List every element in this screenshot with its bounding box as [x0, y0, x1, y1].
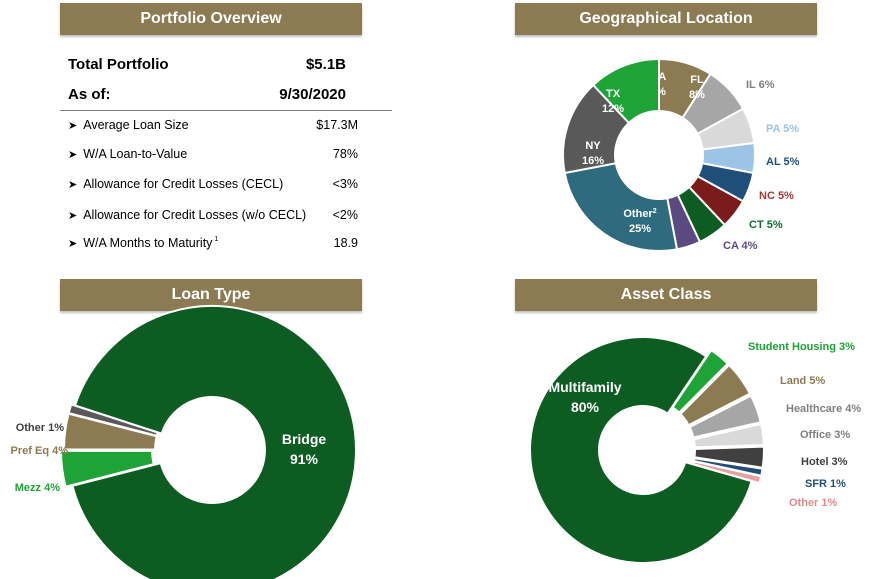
geo-label-fl: FL 8% — [689, 74, 705, 101]
geo-slice-tx — [591, 57, 660, 125]
row-label: Average Loan Size — [83, 118, 189, 132]
allowance-cecl-row: ➤ Allowance for Credit Losses (CECL) <3% — [68, 177, 358, 199]
asset-label-sfr: SFR 1% — [805, 478, 846, 490]
asset-class-header: Asset Class — [515, 279, 817, 311]
geo-label-al: AL 5% — [766, 156, 800, 168]
asset-slice-multifamily — [529, 336, 753, 564]
as-of-value: 9/30/2020 — [279, 86, 346, 103]
geo-label-pa: PA 5% — [766, 123, 799, 135]
as-of-label: As of: — [68, 86, 111, 103]
asset-label-land: Land 5% — [780, 375, 825, 387]
arrow-bullet-icon: ➤ — [68, 179, 78, 191]
row-label: Allowance for Credit Losses (w/o CECL) — [83, 208, 307, 222]
geo-label-ct: CT 5% — [749, 219, 783, 231]
loan-label-pref-eq: Pref Eq 4% — [11, 445, 69, 457]
total-portfolio-value: $5.1B — [305, 56, 346, 73]
loan-label-mezz: Mezz 4% — [15, 482, 60, 494]
row-value: <3% — [332, 177, 358, 191]
loan-slice-mezz — [60, 449, 155, 488]
geo-slice-other — [563, 162, 679, 252]
as-of-row: As of: 9/30/2020 — [68, 86, 346, 108]
asset-slice-student-housing — [671, 348, 730, 415]
row-label: W/A Loan-to-Value — [83, 147, 188, 161]
asset-slice-office — [692, 422, 765, 449]
portfolio-overview-header: Portfolio Overview — [60, 3, 362, 35]
asset-label-hotel: Hotel 3% — [801, 456, 848, 468]
geo-label-ca: CA 4% — [723, 240, 758, 252]
row-value: $17.3M — [316, 118, 358, 132]
row-value: <2% — [332, 208, 358, 222]
wa-months-row: ➤ W/A Months to Maturity 1 18.9 — [68, 236, 358, 258]
asset-label-student-housing: Student Housing 3% — [748, 341, 855, 353]
loan-slice-other — [67, 403, 160, 437]
arrow-bullet-icon: ➤ — [68, 210, 78, 222]
geographical-location-header: Geographical Location — [515, 3, 817, 35]
average-loan-size-row: ➤ Average Loan Size $17.3M — [68, 118, 358, 140]
asset-slice-healthcare — [688, 394, 762, 439]
row-label: W/A Months to Maturity — [83, 236, 213, 250]
row-value: 78% — [332, 147, 358, 161]
geo-footnote-other: 2 — [653, 208, 657, 215]
asset-slice-hotel — [693, 445, 765, 469]
asset-label-other: Other 1% — [789, 497, 838, 509]
loan-label-other: Other 1% — [16, 422, 65, 434]
wa-ltv-row: ➤ W/A Loan-to-Value 78% — [68, 147, 358, 169]
arrow-bullet-icon: ➤ — [68, 120, 78, 132]
asset-slice-other — [691, 460, 763, 485]
total-portfolio-label: Total Portfolio — [68, 56, 169, 73]
asset-slice-land — [679, 363, 752, 427]
arrow-bullet-icon: ➤ — [68, 238, 78, 250]
asset-label-healthcare: Healthcare 4% — [786, 403, 861, 415]
row-value: 18.9 — [333, 236, 358, 250]
total-portfolio-row: Total Portfolio $5.1B — [68, 56, 346, 78]
geo-label-tx: TX 12% — [602, 88, 624, 115]
loan-label-bridge: Bridge 91% — [282, 431, 327, 467]
asset-label-multifamily: Multifamily 80% — [548, 379, 621, 415]
overview-divider — [60, 110, 392, 111]
geo-label-nc: NC 5% — [759, 190, 794, 202]
geo-label-other: Other2 25% — [623, 208, 656, 235]
geo-label-ny: NY 16% — [582, 140, 604, 167]
allowance-no-cecl-row: ➤ Allowance for Credit Losses (w/o CECL) … — [68, 208, 358, 230]
geo-label-il: IL 6% — [746, 79, 775, 91]
loan-slice-bridge — [71, 305, 357, 579]
row-label: Allowance for Credit Losses (CECL) — [83, 177, 284, 191]
arrow-bullet-icon: ➤ — [68, 149, 78, 161]
asset-label-office: Office 3% — [800, 429, 850, 441]
footnote-marker: 1 — [214, 236, 219, 243]
